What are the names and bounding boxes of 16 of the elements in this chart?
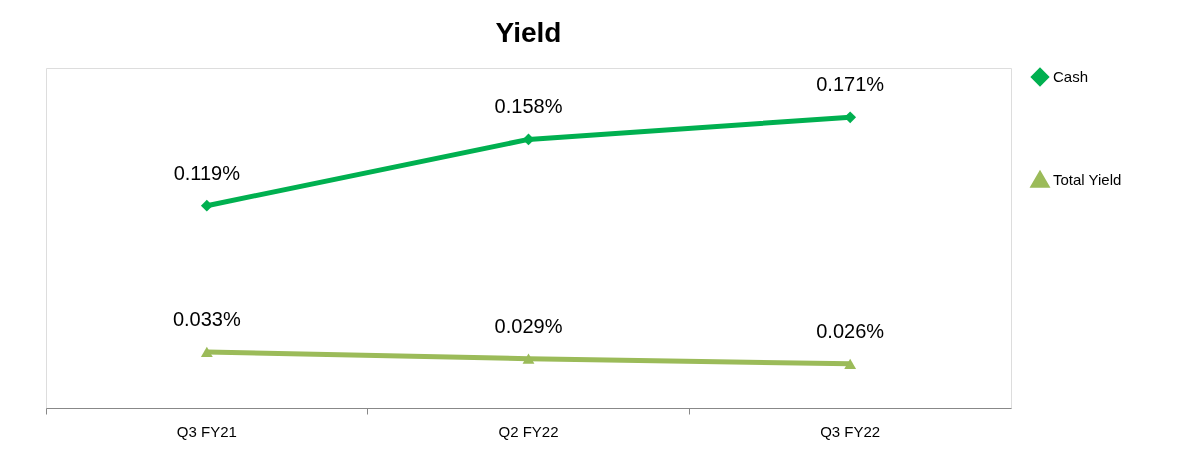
point: [522, 353, 535, 364]
point: [200, 346, 213, 358]
data-label: 0.033%: [172, 307, 241, 330]
data-label: 0.029%: [494, 314, 563, 337]
legend-label: Cash: [1053, 68, 1089, 85]
point: [200, 199, 213, 212]
data-label: 0.119%: [173, 161, 241, 184]
x-tick-label: Q3 FY21: [176, 422, 237, 440]
legend-label: Total Yield: [1053, 171, 1122, 188]
data-label: 0.171%: [816, 73, 885, 96]
data-label: 0.026%: [816, 319, 885, 342]
x-tick-label: Q3 FY22: [820, 422, 881, 440]
point: [844, 358, 857, 369]
x-tick-label: Q2 FY22: [498, 422, 559, 440]
chart-title: Yield: [495, 17, 562, 48]
data-label: 0.158%: [494, 95, 563, 118]
